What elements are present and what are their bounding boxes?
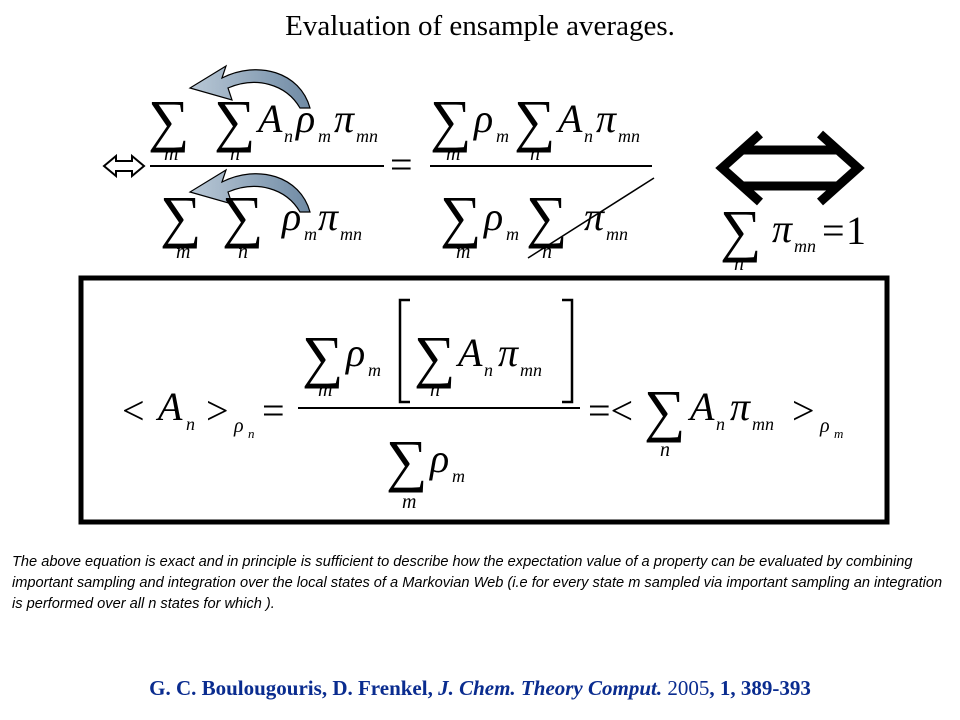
symbol-rho: ρ: [482, 194, 503, 239]
number-one: 1: [846, 208, 866, 253]
index-label: mn: [340, 224, 362, 244]
index-label: mn: [356, 126, 378, 146]
index-label: n: [430, 379, 440, 401]
symbol-A: A: [555, 96, 583, 141]
greater-than: >: [206, 388, 229, 433]
index-label: m: [164, 143, 178, 165]
double-arrow-icon: [715, 130, 865, 206]
left-bracket: [398, 298, 410, 404]
sum-symbol: ∑: [430, 88, 471, 153]
sum-symbol: ∑: [148, 88, 189, 153]
swap-arrow-top-icon: [188, 64, 311, 109]
index-label: mn: [520, 360, 542, 380]
swap-arrow-bottom-icon: [188, 168, 311, 213]
symbol-rho: ρ: [280, 194, 301, 239]
equals-sign: =: [262, 388, 285, 433]
sum-symbol: ∑: [414, 324, 455, 389]
index-label: n: [238, 241, 248, 263]
equivalence-arrow-icon: [102, 153, 146, 179]
symbol-A: A: [155, 384, 183, 429]
result-box: [78, 275, 890, 525]
index-label: mn: [794, 236, 816, 256]
sum-symbol: ∑: [440, 184, 481, 249]
equals-less-than: =<: [588, 388, 633, 433]
symbol-pi: π: [596, 96, 617, 141]
symbol-pi: π: [730, 384, 751, 429]
sum-symbol: ∑: [644, 378, 685, 443]
index-label: mn: [752, 414, 774, 434]
symbol-rho: ρ: [294, 96, 315, 141]
sum-symbol: ∑: [720, 198, 761, 263]
index-label: n: [484, 360, 493, 380]
index-label: m: [506, 224, 519, 244]
symbol-pi: π: [498, 330, 519, 375]
index-label: m: [368, 360, 381, 380]
less-than: <: [122, 388, 145, 433]
index-label: m: [318, 379, 332, 401]
symbol-rho: ρ: [819, 415, 830, 437]
symbol-A: A: [255, 96, 283, 141]
index-label: m: [304, 224, 317, 244]
index-label: n: [542, 241, 552, 263]
symbol-pi: π: [318, 194, 339, 239]
index-label: m: [452, 466, 465, 486]
symbol-pi: π: [334, 96, 355, 141]
index-label: m: [318, 126, 331, 146]
index-label: n: [660, 439, 670, 461]
citation-volume-pages: , 1, 389-393: [709, 676, 811, 700]
index-label: n: [584, 126, 593, 146]
right-bracket: [562, 298, 574, 404]
equals-sign: =: [390, 142, 413, 187]
symbol-pi: π: [772, 206, 793, 251]
symbol-rho: ρ: [472, 96, 493, 141]
equals-sign: =: [822, 208, 845, 253]
symbol-A: A: [455, 330, 483, 375]
index-label: mn: [618, 126, 640, 146]
sum-symbol: ∑: [160, 184, 201, 249]
explanatory-note: The above equation is exact and in princ…: [12, 554, 943, 612]
index-label: n: [186, 414, 195, 434]
index-label: n: [284, 126, 293, 146]
sum-symbol: ∑: [386, 428, 427, 493]
sum-symbol: ∑: [514, 88, 555, 153]
index-label: n: [716, 414, 725, 434]
sum-symbol: ∑: [214, 88, 255, 153]
citation-journal: J. Chem. Theory Comput.: [438, 676, 663, 700]
symbol-rho: ρ: [344, 330, 365, 375]
index-label: m: [176, 241, 190, 263]
symbol-A: A: [687, 384, 715, 429]
index-label: m: [446, 143, 460, 165]
index-label: mn: [606, 224, 628, 244]
index-label: n: [248, 426, 255, 441]
sum-symbol: ∑: [526, 184, 567, 249]
citation-authors: G. C. Boulougouris, D. Frenkel,: [149, 676, 433, 700]
index-label: m: [496, 126, 509, 146]
greater-than: >: [792, 388, 815, 433]
citation-year: 2005: [667, 676, 710, 700]
citation: G. C. Boulougouris, D. Frenkel, J. Chem.…: [0, 674, 960, 702]
index-label: m: [402, 491, 416, 513]
index-label: m: [834, 426, 843, 441]
symbol-rho: ρ: [428, 436, 449, 481]
sum-symbol: ∑: [222, 184, 263, 249]
cancel-stroke: [527, 177, 655, 259]
symbol-rho: ρ: [233, 415, 244, 437]
index-label: n: [734, 253, 744, 275]
index-label: n: [230, 143, 240, 165]
equation-figure: ∑ m ∑ n A n ρ m π mn ∑ m ∑ n ρ m π mn = …: [78, 64, 890, 525]
slide-title: Evaluation of ensample averages.: [285, 10, 675, 42]
sum-symbol: ∑: [302, 324, 343, 389]
index-label: n: [530, 143, 540, 165]
index-label: m: [456, 241, 470, 263]
